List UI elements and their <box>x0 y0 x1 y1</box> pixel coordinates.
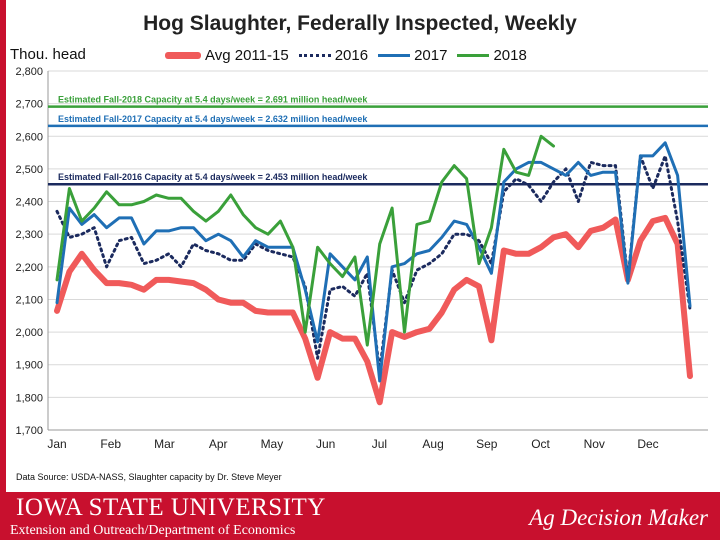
y-tick-label: 2,100 <box>15 294 43 306</box>
x-tick-label: Mar <box>154 437 175 451</box>
x-tick-label: Apr <box>209 437 228 451</box>
capacity-label: Estimated Fall-2017 Capacity at 5.4 days… <box>58 114 368 124</box>
y-tick-label: 1,800 <box>15 392 43 404</box>
legend-item-avg: Avg 2011-15 <box>165 47 289 64</box>
x-tick-label: Jun <box>316 437 335 451</box>
chart-title: Hog Slaughter, Federally Inspected, Week… <box>143 12 577 35</box>
y-axis-label: Thou. head <box>10 46 86 63</box>
x-tick-label: Jan <box>47 437 66 451</box>
y-tick-label: 2,800 <box>15 66 43 78</box>
legend-swatch-2016 <box>298 53 331 57</box>
x-tick-label: Oct <box>531 437 550 451</box>
x-tick-label: Nov <box>584 437 605 451</box>
y-tick-label: 2,400 <box>15 197 43 209</box>
y-tick-label: 2,700 <box>15 99 43 111</box>
legend-swatch-avg <box>165 51 201 59</box>
x-tick-label: Sep <box>476 437 498 451</box>
legend-label-2018: 2018 <box>493 46 527 64</box>
brand-text: Ag Decision Maker <box>529 505 708 530</box>
legend: Avg 2011-15 2016 2017 2018 <box>165 44 537 66</box>
y-tick-label: 2,000 <box>15 327 43 339</box>
series-2017-line <box>55 141 692 383</box>
x-tick-label: May <box>261 437 284 451</box>
y-tick-label: 2,600 <box>15 131 43 143</box>
capacity-label: Estimated Fall-2016 Capacity at 5.4 days… <box>58 172 368 182</box>
chart-plot: 1,700 1,800 1,900 2,000 2,100 2,200 2,300 2,400… <box>15 66 708 451</box>
capacity-label: Estimated Fall-2018 Capacity at 5.4 days… <box>58 95 368 105</box>
legend-item-2018: 2018 <box>457 46 527 64</box>
legend-label-2016: 2016 <box>334 46 369 64</box>
series-avg-line <box>54 214 693 406</box>
y-tick-label: 2,500 <box>15 164 43 176</box>
x-tick-label: Dec <box>637 437 658 451</box>
accent-bar <box>0 0 6 492</box>
x-tick-label: Jul <box>372 437 387 451</box>
x-tick-label: Aug <box>422 437 443 451</box>
department-text: Extension and Outreach/Department of Eco… <box>10 523 296 538</box>
legend-item-2017: 2017 <box>378 47 447 64</box>
x-tick-label: Feb <box>100 437 121 451</box>
legend-label-2017: 2017 <box>414 46 448 64</box>
legend-item-2016: 2016 <box>298 46 369 64</box>
series-2018-line <box>55 134 555 347</box>
y-tick-label: 1,900 <box>15 360 43 372</box>
legend-label-avg: Avg 2011-15 <box>205 46 289 64</box>
data-source-note: Data Source: USDA-NASS, Slaughter capaci… <box>16 472 282 482</box>
y-tick-label: 2,300 <box>15 229 43 241</box>
footer-banner: IOWA STATE UNIVERSITY Extension and Outr… <box>0 492 720 540</box>
university-logo-text: IOWA STATE UNIVERSITY <box>16 494 326 521</box>
legend-swatch-2017 <box>378 53 411 57</box>
series-2016-line <box>55 154 692 373</box>
y-tick-label: 2,200 <box>15 262 43 274</box>
y-tick-label: 1,700 <box>15 425 43 437</box>
legend-swatch-2018 <box>457 53 490 57</box>
